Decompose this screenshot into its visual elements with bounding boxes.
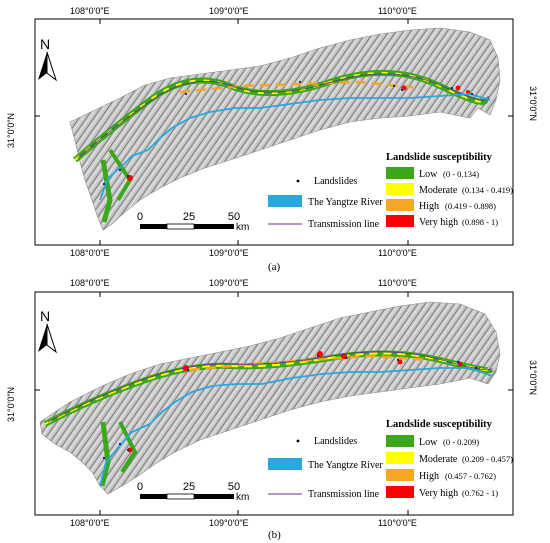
top-ticks [35,19,513,245]
yangtze-river [99,367,493,487]
map-panel-a: 108°0'0"E 109°0'0"E 110°0'0"E 108°0'0"E … [6,6,538,272]
top-lon-label: 109°0'0"E [209,6,249,16]
legend-river: The Yangtze River [308,460,383,471]
terrain-hillshade [69,27,501,231]
right-lat-label: 31°0'0"N [528,86,538,121]
river-legend-icon [268,458,302,470]
scale-label: 25 [183,211,195,223]
legend-transmission: Transmission line [308,219,380,230]
yangtze-river [99,93,491,201]
class-label: Very high [419,488,458,499]
class-label: Very high [419,217,458,228]
class-swatch-very-high [386,215,414,227]
scale-unit: km [236,222,249,233]
top-lon-label: 108°0'0"E [70,6,110,16]
class-label: Low [419,437,438,448]
class-swatch-high [386,469,414,481]
transmission-line [77,73,489,159]
susceptibility-title: Landslide susceptibility [386,152,493,163]
legend-landslides: Landslides [314,436,357,447]
class-swatch-moderate [386,183,414,195]
scale-bar [140,223,234,230]
scale-label: 25 [183,481,195,493]
top-ticks [35,292,513,515]
landslide-points [102,354,478,460]
terrain-hillshade [39,301,501,495]
class-range: (0.134 - 0.419) [462,185,513,195]
north-label: N [40,308,50,324]
class-swatch-high [386,199,414,211]
scale-label: 0 [137,481,143,493]
class-label: High [419,201,439,212]
class-label: Low [419,169,438,180]
panel-caption: (b) [268,529,281,541]
legend-landslides: Landslides [314,176,357,187]
class-range: (0.419 - 0.898) [445,201,496,211]
bottom-lon-label: 110°0'0"E [378,248,417,258]
susceptibility-band [73,69,489,223]
north-arrow-icon [38,51,57,82]
right-lat-label: 31°0'0"N [528,360,538,395]
bottom-lon-label: 110°0'0"E [378,518,417,528]
scale-bar [140,493,234,500]
scale-label: 50 [228,211,240,223]
bottom-lon-label: 108°0'0"E [70,248,110,258]
panel-caption: (a) [268,261,281,272]
class-range: (0 - 0.209) [443,437,479,447]
scale-label: 50 [228,481,240,493]
legend-river: The Yangtze River [308,197,383,208]
scale-unit: km [236,492,249,503]
top-lon-label: 110°0'0"E [378,6,417,16]
map-b-svg: 108°0'0"E 109°0'0"E 110°0'0"E 108°0'0"E … [6,278,538,541]
class-swatch-low [386,435,414,447]
top-lon-label: 108°0'0"E [70,278,110,288]
bottom-lon-label: 109°0'0"E [209,518,249,528]
scale-label: 0 [137,211,143,223]
bottom-lon-label: 108°0'0"E [70,518,110,528]
class-label: High [419,471,439,482]
map-panel-b: 108°0'0"E 109°0'0"E 110°0'0"E 108°0'0"E … [0,272,550,543]
top-lon-label: 110°0'0"E [378,278,417,288]
map-a-svg: 108°0'0"E 109°0'0"E 110°0'0"E 108°0'0"E … [6,6,538,272]
class-range: (0 - 0.134) [443,169,479,179]
class-range: (0.898 - 1) [462,217,498,227]
legend-transmission: Transmission line [308,489,380,500]
river-legend-icon [268,195,302,207]
landslide-legend-icon [296,439,300,443]
top-lon-label: 109°0'0"E [209,278,249,288]
north-label: N [40,36,50,52]
class-label: Moderate [419,454,458,465]
class-label: Moderate [419,185,458,196]
susceptibility-title: Landslide susceptibility [386,419,493,430]
class-swatch-moderate [386,452,414,464]
landslide-points [102,80,474,186]
bottom-lon-label: 109°0'0"E [209,248,249,258]
class-range: (0.762 - 1) [462,488,498,498]
left-lat-label: 31°0'0"N [6,113,16,148]
class-swatch-low [386,167,414,179]
left-lat-label: 31°0'0"N [6,387,16,422]
landslide-legend-icon [296,179,300,183]
class-swatch-very-high [386,486,414,498]
class-range: (0.209 - 0.457) [462,454,513,464]
transmission-line [47,351,493,423]
class-range: (0.457 - 0.762) [445,471,496,481]
north-arrow-icon [38,323,57,354]
